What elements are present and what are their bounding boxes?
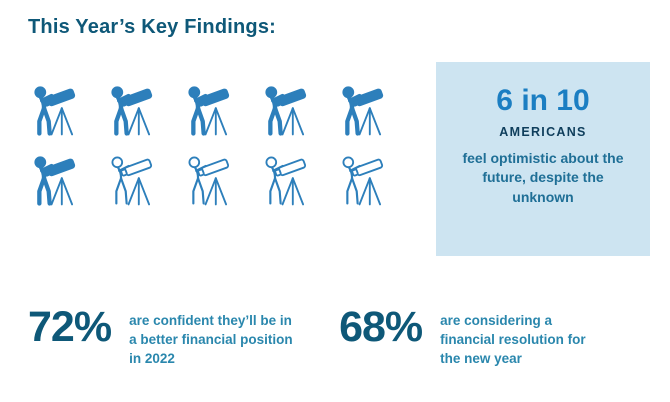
highlight-description: feel optimistic about the future, despit…	[462, 150, 624, 205]
person-with-telescope-icon	[28, 148, 90, 210]
person-with-telescope-icon	[28, 78, 90, 140]
highlight-headline: 6 in 10	[496, 84, 590, 117]
stat-block-financial-position: 72% are confident they’ll be in a better…	[28, 306, 297, 368]
stat-value: 72%	[28, 303, 112, 351]
person-with-telescope-icon	[336, 148, 398, 210]
person-with-telescope-icon	[259, 148, 321, 210]
person-with-telescope-icon	[105, 148, 167, 210]
person-with-telescope-icon	[105, 78, 167, 140]
stat-block-resolution: 68% are considering a financial resoluti…	[339, 306, 590, 368]
highlight-box: 6 in 10 AMERICANS feel optimistic about …	[436, 62, 650, 256]
highlight-subject: AMERICANS	[499, 125, 587, 139]
person-with-telescope-icon	[182, 78, 244, 140]
page-title: This Year’s Key Findings:	[28, 16, 277, 38]
stat-value: 68%	[339, 303, 423, 351]
stats-row: 72% are confident they’ll be in a better…	[28, 306, 590, 368]
stat-description: are considering a financial resolution f…	[440, 313, 586, 367]
person-with-telescope-icon	[336, 78, 398, 140]
person-with-telescope-icon	[182, 148, 244, 210]
person-with-telescope-icon	[259, 78, 321, 140]
pictogram-grid	[28, 78, 398, 210]
stat-description: are confident they’ll be in a better fin…	[129, 313, 293, 367]
